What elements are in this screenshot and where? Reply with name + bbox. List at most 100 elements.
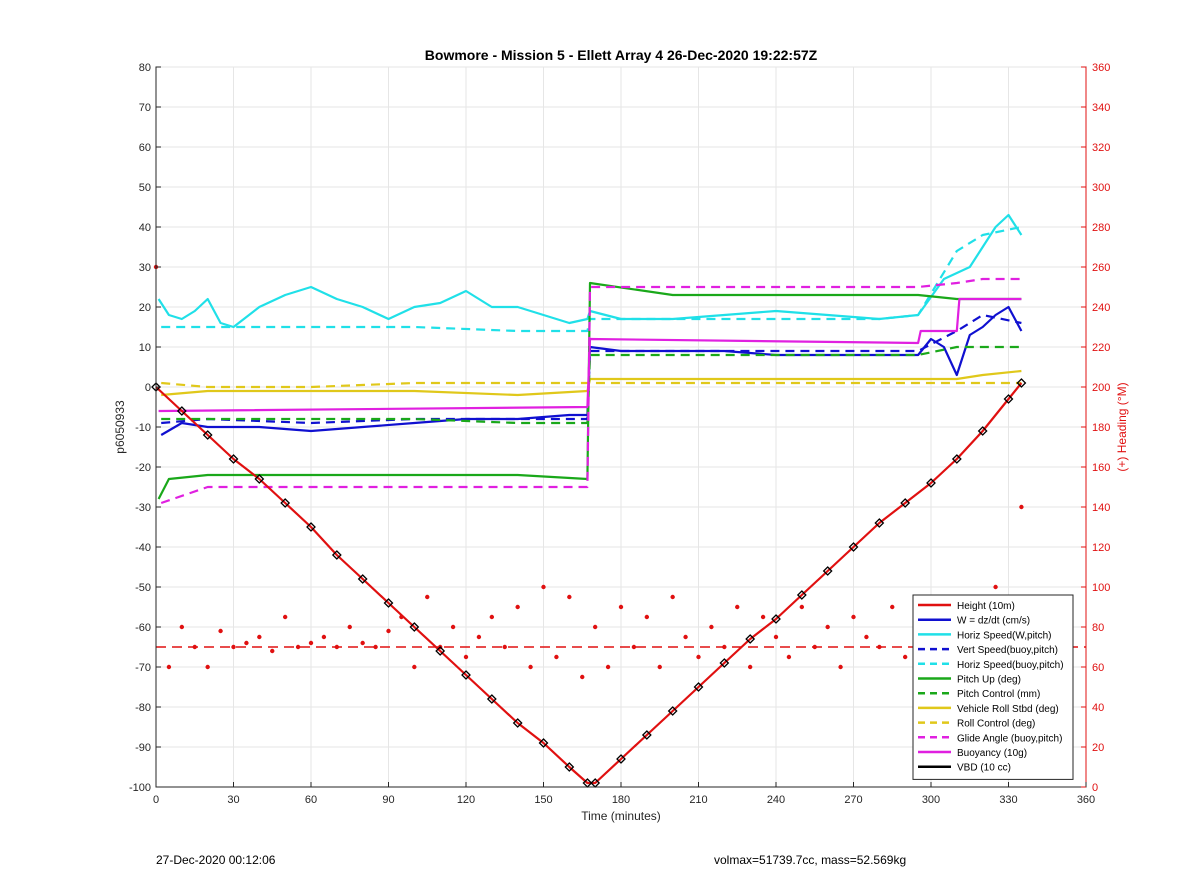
heading-point [760,614,766,620]
y-axis-right-label: (+) Heading (°M) [1115,382,1129,471]
y-right-tick-label: 80 [1092,622,1104,634]
heading-point [683,634,688,640]
heading-point [373,644,378,650]
y-tick-label: -70 [135,662,151,674]
height-marker [512,718,523,728]
x-tick-label: 120 [457,794,475,806]
heading-point [657,664,662,670]
legend-label: Height (10m) [957,601,1015,612]
legend-label: Buoyancy (10g) [957,748,1027,759]
height-marker [1003,394,1014,404]
height-marker [409,622,420,632]
y-tick-label: 80 [139,62,151,74]
heading-point [735,604,740,610]
heading-point [257,634,262,640]
x-tick-label: 300 [922,794,940,806]
height-marker [176,406,187,416]
y-tick-label: 10 [139,342,151,354]
x-tick-label: 60 [305,794,317,806]
legend: Height (10m) W = dz/dt (cm/s) Horiz Speed(… [912,594,1074,780]
series-line [157,213,1023,329]
height-marker [461,670,471,680]
heading-point [231,644,236,650]
series-line [157,281,1022,500]
heading-point [902,654,908,660]
x-tick-label: 0 [153,794,159,806]
heading-point [644,614,650,620]
series-line [161,225,1022,333]
y-right-tick-label: 220 [1092,342,1110,354]
y-right-tick-label: 160 [1092,462,1110,474]
y-tick-label: -100 [129,782,151,794]
heading-point [722,644,727,650]
heading-point [463,654,469,660]
y-axis-label: p6050933 [113,400,127,454]
x-tick-label: 270 [844,794,862,806]
heading-point [321,634,327,640]
y-right-tick-label: 140 [1092,502,1110,514]
heading-point [489,614,495,620]
x-tick-label: 210 [689,794,707,806]
heading-point [282,614,288,620]
heading-point [799,604,805,610]
heading-point [476,634,482,640]
x-tick-label: 360 [1077,794,1095,806]
height-marker [977,426,988,436]
series-line [161,345,1022,425]
series-line [158,297,1022,413]
heading-point [205,664,210,670]
y-tick-label: -80 [135,702,151,714]
y-right-tick-label: 200 [1092,382,1110,394]
height-marker [254,474,265,484]
y-tick-label: -10 [135,422,151,434]
heading-point [412,664,417,670]
y-tick-label: -30 [135,502,151,514]
heading-point [166,664,172,670]
x-tick-label: 330 [999,794,1017,806]
heading-point [192,644,197,650]
height-marker [641,730,652,740]
legend-label: Vehicle Roll Stbd (deg) [957,704,1059,715]
y-tick-label: -20 [135,462,151,474]
legend-label: Pitch Up (deg) [957,675,1021,686]
x-tick-label: 150 [534,794,552,806]
heading-point [696,654,701,660]
height-marker [280,498,291,508]
legend-label: VBD (10 cc) [957,763,1011,774]
heading-point [580,674,585,680]
series-line [161,369,1022,397]
y-right-tick-label: 280 [1092,222,1110,234]
y-tick-label: -40 [135,542,151,554]
y-tick-label: -60 [135,622,151,634]
heading-point [592,624,598,630]
height-marker [616,754,626,764]
heading-point [218,628,223,634]
height-marker [357,574,368,584]
heading-point [838,664,843,670]
height-marker [900,498,911,508]
y-right-tick-label: 40 [1092,702,1104,714]
heading-point [450,624,456,630]
height-marker [745,634,756,644]
legend-label: Horiz Speed(W,pitch) [957,630,1051,641]
series-line [161,313,1022,425]
height-marker [202,430,213,440]
y-right-tick-label: 360 [1092,62,1110,74]
y-tick-label: -90 [135,742,151,754]
heading-point [360,640,365,646]
footer-timestamp: 27-Dec-2020 00:12:06 [156,853,276,867]
legend-label: Pitch Control (mm) [957,689,1040,700]
y-right-tick-label: 320 [1092,142,1110,154]
height-marker [486,694,497,704]
heading-point [786,654,792,660]
y-tick-label: 30 [139,262,151,274]
legend-label: Vert Speed(buoy,pitch) [957,645,1058,656]
height-marker [848,542,859,552]
x-tick-label: 240 [767,794,785,806]
heading-point [295,644,301,650]
y-right-tick-label: 240 [1092,302,1110,314]
y-tick-label: 70 [139,102,151,114]
height-marker [926,478,936,488]
height-marker [874,518,885,528]
heading-point [244,640,249,646]
